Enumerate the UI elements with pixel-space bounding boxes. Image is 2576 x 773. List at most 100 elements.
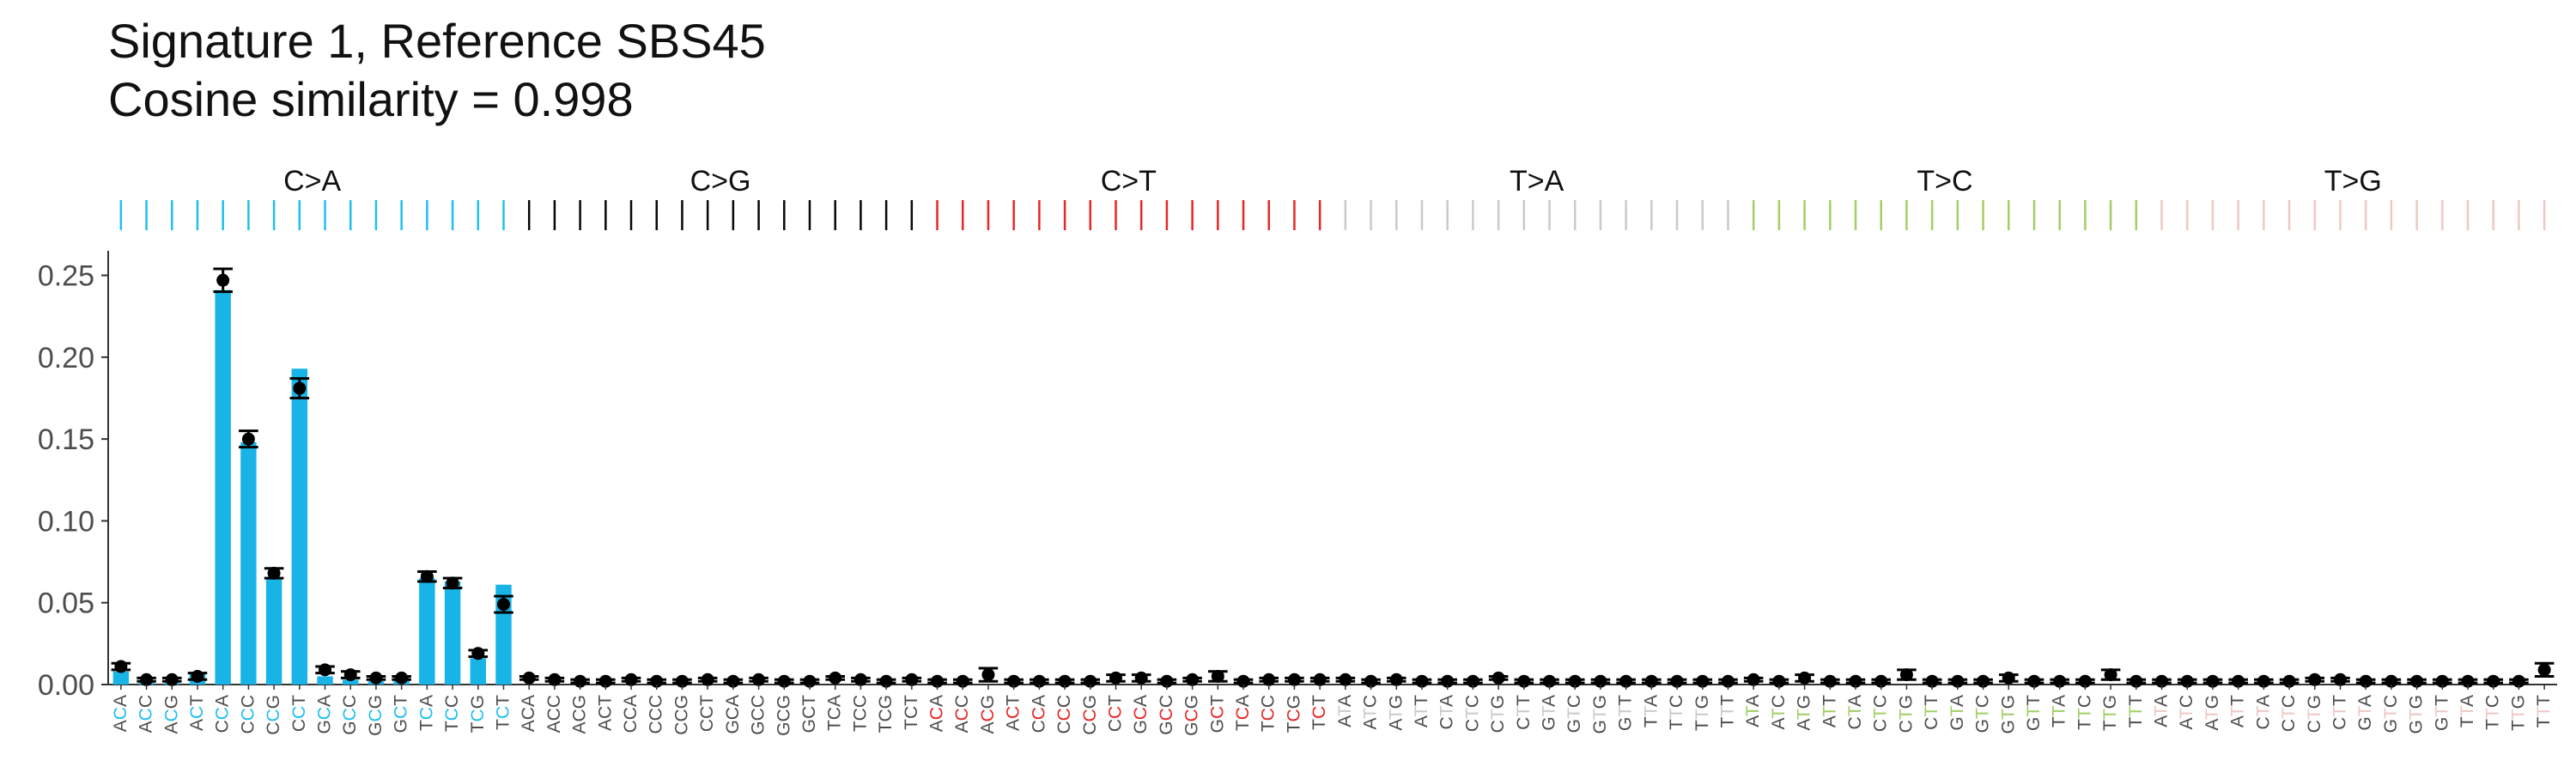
- data-point: [2435, 674, 2449, 688]
- data-point: [1058, 674, 1072, 688]
- x-tick-label: GCG: [366, 695, 386, 736]
- x-tick-label: ACC: [544, 695, 564, 733]
- x-tick-label: ATA: [1743, 695, 1763, 727]
- x-tick-label: GCT: [392, 695, 411, 733]
- bar: [317, 676, 333, 685]
- x-tick-label: ACG: [161, 695, 181, 734]
- x-tick-label: CTA: [2253, 695, 2273, 729]
- data-point: [1109, 671, 1122, 685]
- bar: [112, 671, 130, 685]
- data-point: [879, 674, 893, 688]
- data-point: [1747, 673, 1760, 686]
- data-point: [1466, 674, 1479, 688]
- bar: [419, 578, 435, 685]
- x-tick-label: ATC: [2177, 695, 2196, 729]
- x-tick-label: CCT: [1105, 695, 1125, 732]
- data-point: [1339, 673, 1352, 686]
- data-point: [803, 674, 817, 688]
- mutation-type-label: T>C: [1917, 165, 1972, 198]
- x-tick-label: CTC: [1462, 695, 1482, 732]
- x-tick-label: CCA: [1029, 695, 1048, 733]
- x-tick-label: ACC: [137, 695, 156, 733]
- x-tick-label: TTG: [2100, 695, 2120, 731]
- data-point: [1670, 674, 1684, 688]
- data-point: [1441, 674, 1455, 688]
- x-tick-label: GCG: [774, 695, 793, 736]
- data-point: [2410, 674, 2424, 688]
- data-point: [2512, 674, 2525, 688]
- data-point: [522, 671, 536, 685]
- x-tick-label: ACC: [952, 695, 972, 733]
- mutation-type-label: C>A: [283, 165, 341, 198]
- data-point: [1798, 671, 1812, 685]
- x-tick-label: ACT: [187, 695, 207, 731]
- data-point: [752, 673, 766, 686]
- data-point: [574, 674, 587, 688]
- x-tick-label: ATG: [1386, 695, 1406, 731]
- data-point: [956, 674, 969, 688]
- x-tick-label: GTT: [1616, 695, 1636, 731]
- x-tick-label: TTG: [2508, 695, 2528, 731]
- x-tick-label: GCA: [1131, 695, 1151, 734]
- x-tick-label: ATC: [1769, 695, 1789, 729]
- data-point: [1364, 674, 1378, 688]
- x-tick-label: TCG: [876, 695, 896, 733]
- x-tick-label: TTT: [2534, 695, 2554, 728]
- data-point: [1951, 674, 1965, 688]
- data-point: [267, 566, 281, 580]
- x-tick-label: TCA: [825, 695, 845, 731]
- data-point: [369, 671, 383, 685]
- x-tick-label: TCC: [442, 695, 462, 732]
- data-point: [1186, 673, 1200, 686]
- data-point: [1543, 674, 1557, 688]
- chart-title: Signature 1, Reference SBS45: [108, 14, 766, 68]
- x-tick-label: GCC: [749, 695, 769, 735]
- data-point: [2232, 674, 2245, 688]
- x-tick-label: TCC: [850, 695, 870, 732]
- x-tick-label: GCA: [723, 695, 743, 734]
- x-tick-label: CCC: [238, 695, 258, 734]
- y-tick-label: 0.20: [38, 342, 94, 374]
- data-point: [2027, 674, 2041, 688]
- bar: [240, 441, 257, 685]
- x-tick-label: TTA: [1641, 695, 1661, 727]
- x-tick-label: ATA: [2152, 695, 2172, 727]
- data-point: [2078, 674, 2092, 688]
- data-point: [241, 432, 255, 446]
- x-tick-label: ATT: [1820, 695, 1839, 727]
- data-point: [624, 673, 638, 686]
- data-point: [2180, 674, 2194, 688]
- data-point: [2257, 674, 2270, 688]
- data-point: [446, 576, 459, 590]
- x-tick-label: TCG: [1284, 695, 1303, 733]
- data-point: [140, 673, 154, 686]
- data-point: [1415, 674, 1429, 688]
- data-point: [1287, 673, 1301, 686]
- x-tick-label: TCT: [493, 695, 513, 730]
- x-tick-label: ATC: [1361, 695, 1381, 729]
- x-tick-label: CTG: [2305, 695, 2324, 733]
- x-tick-label: CCA: [621, 695, 641, 733]
- mutation-type-label: T>A: [1510, 165, 1564, 198]
- data-point: [598, 674, 612, 688]
- data-point: [343, 668, 357, 682]
- x-tick-label: TCG: [468, 695, 488, 733]
- data-point: [1313, 673, 1327, 686]
- data-point: [1134, 671, 1148, 685]
- data-point: [2333, 673, 2347, 686]
- bar: [215, 289, 231, 685]
- data-point: [981, 668, 995, 682]
- data-point: [548, 673, 562, 686]
- data-point: [2206, 674, 2220, 688]
- data-point: [726, 674, 740, 688]
- data-point: [1899, 668, 1913, 682]
- x-tick-label: GTT: [2024, 695, 2044, 731]
- data-point: [395, 671, 409, 685]
- x-tick-label: TCT: [1309, 695, 1329, 730]
- x-tick-label: CCC: [1054, 695, 1074, 734]
- x-tick-label: GCT: [1207, 695, 1227, 733]
- x-tick-label: TCT: [902, 695, 921, 730]
- x-tick-label: CTT: [1514, 695, 1534, 730]
- x-tick-label: GTA: [1947, 695, 1967, 731]
